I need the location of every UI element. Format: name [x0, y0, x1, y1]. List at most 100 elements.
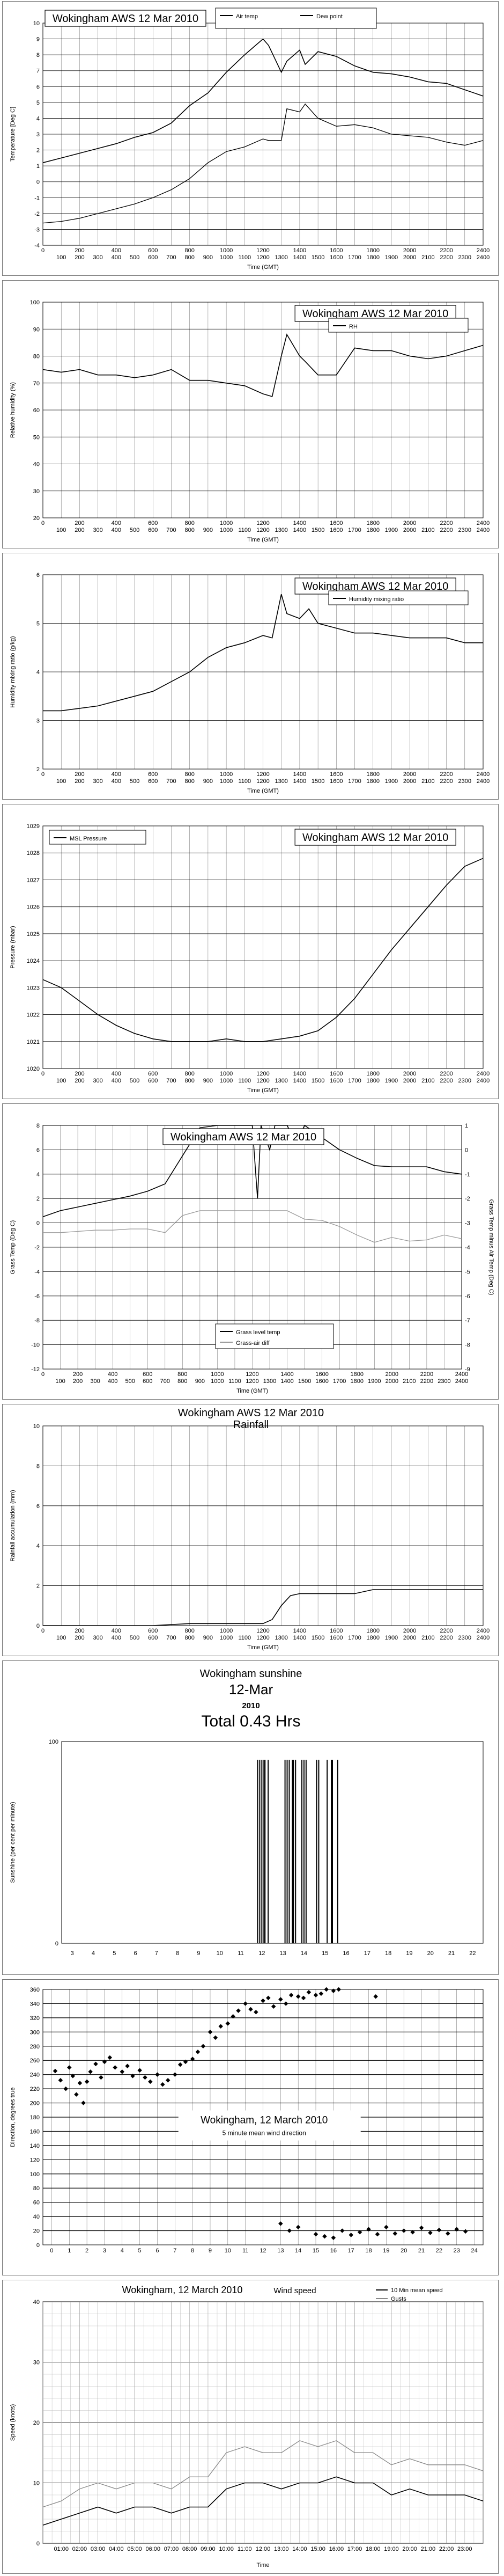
- series-line-1: [43, 594, 483, 712]
- legend-label: 10 Min mean speed: [391, 2287, 443, 2294]
- y-tick-label: 8: [36, 1123, 40, 1129]
- x-tick-label: 1800: [351, 1378, 364, 1385]
- x-tick-label-upper: 2000: [403, 771, 416, 778]
- x-tick-label-upper: 1400: [293, 771, 306, 778]
- x-tick-label: 1100: [238, 1635, 251, 1641]
- x-tick-label: 1800: [367, 527, 380, 533]
- x-tick-label: 1200: [256, 1635, 269, 1641]
- x-tick-label-upper: 1200: [246, 1371, 258, 1378]
- x-tick-label: 19: [383, 2248, 389, 2254]
- series-line-1: [43, 1589, 483, 1626]
- y-tick-label: 60: [33, 2200, 40, 2206]
- x-tick-label: 15: [322, 1950, 328, 1957]
- legend-box: [328, 318, 469, 333]
- x-tick-label: 100: [56, 254, 66, 261]
- y-tick-label: 340: [30, 2001, 40, 2007]
- x-tick-label: 3: [103, 2248, 106, 2254]
- direction-point: [278, 1997, 283, 2002]
- y-tick-label: 10: [33, 1423, 40, 1430]
- x-tick-label: 3: [71, 1950, 74, 1957]
- y-tick-label: 9: [36, 36, 40, 43]
- x-axis-title: Time (GMT): [247, 264, 279, 270]
- x-tick-label: 14: [301, 1950, 307, 1957]
- x-tick-label: 900: [195, 1378, 205, 1385]
- x-tick-label: 1000: [211, 1378, 224, 1385]
- x-tick-label: 2400: [477, 254, 490, 261]
- chart-title: Wokingham AWS 12 Mar 2010: [53, 13, 198, 25]
- x-tick-label-upper: 1600: [330, 1628, 343, 1634]
- y-tick-label: 30: [33, 488, 40, 495]
- x-tick-label: 400: [112, 778, 121, 785]
- y-tick-label: 6: [36, 1147, 40, 1153]
- y-tick-label: 2: [36, 1583, 40, 1590]
- series-line-1: [42, 1124, 462, 1218]
- y2-tick-label: -3: [465, 1220, 470, 1227]
- x-axis-title: Time (GMT): [247, 788, 279, 794]
- y-axis-title: Pressure (mbar): [10, 926, 16, 968]
- y-tick-label: 4: [36, 1172, 40, 1178]
- series-line-1: [42, 38, 484, 163]
- x-tick-label-upper: 2000: [403, 520, 416, 526]
- y-tick-label: 50: [33, 434, 40, 441]
- x-tick-label-upper: 200: [75, 247, 84, 254]
- y-tick-label: 1021: [27, 1039, 40, 1045]
- x-tick-label: 2200: [420, 1378, 433, 1385]
- chart-title: Wokingham AWS 12 Mar 2010: [302, 832, 448, 844]
- x-tick-label: 2400: [477, 527, 490, 533]
- y-tick-label: 20: [33, 2420, 40, 2426]
- x-tick-label-upper: 1200: [256, 247, 269, 254]
- x-tick-label: 2000: [403, 1078, 416, 1084]
- x-tick-label-upper: 2200: [440, 1628, 453, 1634]
- y-tick-label: -8: [34, 1318, 40, 1324]
- x-tick-label-upper: 800: [184, 1628, 194, 1634]
- chart-svg-hmr: 2 3 4 5 6 100 200 300 400 500 600 700 800 900 1000 1100…: [10, 572, 490, 794]
- x-tick-label-upper: 800: [177, 1371, 187, 1378]
- series-line-2: [43, 1210, 462, 1243]
- x-tick-label: 1500: [312, 254, 324, 261]
- x-tick-label: 300: [93, 527, 102, 533]
- x-tick-label-upper: 1200: [256, 520, 269, 526]
- y-tick-label: 30: [33, 2360, 40, 2366]
- direction-point: [190, 2057, 195, 2061]
- series-line-1: [42, 2476, 484, 2526]
- y-axis-title: Direction, degrees true: [10, 2087, 16, 2147]
- chart-panel-speed: 0 10 20 30 40 01:00 02:00 03:00 04:00 05:00 06:00 0…: [2, 2280, 499, 2574]
- chart-svg-direction: 0204060801001201401601802002202402602803…: [10, 1987, 484, 2254]
- y-tick-label: 5: [36, 100, 40, 106]
- x-tick-label: 100: [56, 527, 66, 533]
- series-line-1: [42, 333, 484, 397]
- x-tick-label: 1300: [275, 1635, 287, 1641]
- x-tick-label-upper: 2000: [386, 1371, 398, 1378]
- chart-panel-grass: -12 -10 -8 -6 -4 -2 0 2 4 6 8 100 200 300 400 500 600 700…: [2, 1103, 499, 1400]
- x-tick-label: 900: [203, 254, 213, 261]
- x-tick-label-upper: 1800: [367, 771, 380, 778]
- x-tick-label: 1400: [280, 1378, 293, 1385]
- x-tick-label: 15:00: [310, 2546, 325, 2552]
- x-tick-label: 1900: [385, 527, 398, 533]
- x-tick-label: 22: [436, 2248, 442, 2254]
- x-tick-label: 2100: [421, 527, 434, 533]
- x-tick-label-upper: 2000: [403, 1071, 416, 1077]
- x-tick-label: 1600: [330, 1078, 343, 1084]
- y-tick-label: 1024: [27, 958, 40, 964]
- legend-label: Grass level temp: [236, 1329, 280, 1336]
- chart-subtitle: 12-Mar: [229, 1681, 273, 1697]
- x-tick-label: 400: [112, 254, 121, 261]
- x-tick-label: 1800: [367, 778, 380, 785]
- title-box: [162, 1128, 324, 1145]
- y2-axis-title: Grass Temp minus Air Temp (Deg C): [488, 1199, 494, 1296]
- x-tick-label-upper: 1600: [330, 247, 343, 254]
- chart-svg-speed: 0 10 20 30 40 01:00 02:00 03:00 04:00 05:00 06:00 0…: [10, 2285, 484, 2568]
- x-tick-label: 1800: [367, 254, 380, 261]
- x-tick-label: 2400: [477, 1635, 490, 1641]
- y-tick-label: 3: [36, 131, 40, 138]
- y-tick-label: 90: [33, 326, 40, 333]
- y-tick-label: 1029: [27, 823, 40, 830]
- x-tick-label: 1300: [275, 254, 287, 261]
- y-tick-label: 70: [33, 380, 40, 387]
- x-tick-label-upper: 1800: [367, 520, 380, 526]
- x-tick-label-upper: 1400: [293, 520, 306, 526]
- x-tick-label: 7: [155, 1950, 158, 1957]
- x-tick-label-upper: 600: [148, 1071, 158, 1077]
- chart-title: Wokingham, 12 March 2010: [201, 2115, 328, 2126]
